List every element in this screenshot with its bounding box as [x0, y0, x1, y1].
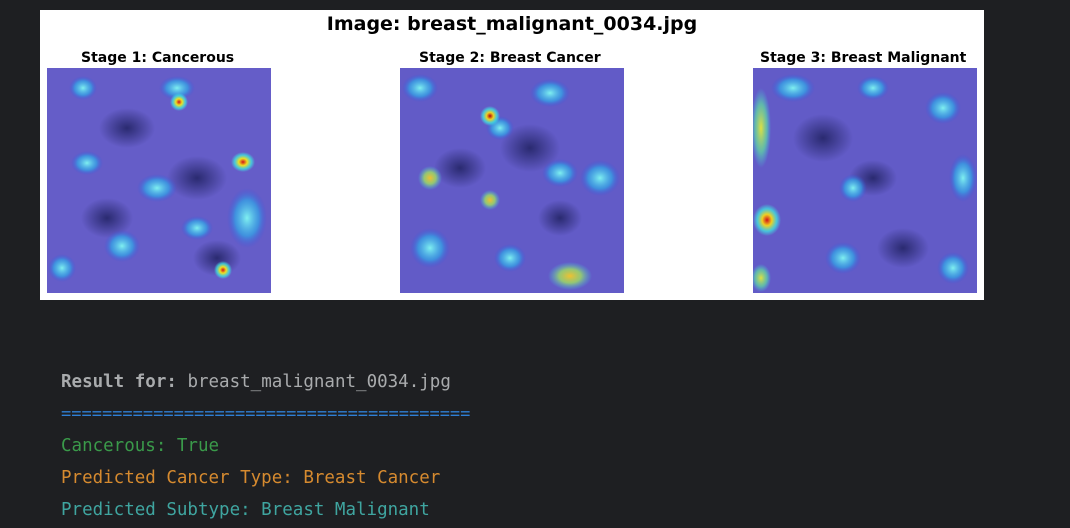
result-filename: breast_malignant_0034.jpg	[187, 372, 451, 392]
separator-line: ========================================	[61, 404, 471, 424]
result-line: Result for: breast_malignant_0034.jpg	[61, 366, 470, 398]
subtype-line: Predicted Subtype: Breast Malignant	[61, 500, 430, 520]
stage-1-title: Stage 1: Cancerous	[81, 50, 235, 66]
figure-title: Image: breast_malignant_0034.jpg	[326, 13, 698, 35]
stage-1-heatmap-image	[47, 68, 271, 293]
cancer-type-line: Predicted Cancer Type: Breast Cancer	[61, 468, 441, 488]
cancerous-line: Cancerous: True	[61, 436, 220, 456]
stage-3-heatmap-image	[753, 68, 977, 293]
gradcam-figure: Image: breast_malignant_0034.jpg Stage 1…	[40, 10, 984, 300]
stage-2-heatmap-image	[400, 68, 624, 293]
result-label: Result for:	[61, 372, 177, 392]
stage-3-title: Stage 3: Breast Malignant	[760, 50, 967, 66]
cell-output: Result for: breast_malignant_0034.jpg ==…	[61, 366, 470, 526]
stage-2-title: Stage 2: Breast Cancer	[419, 50, 601, 66]
